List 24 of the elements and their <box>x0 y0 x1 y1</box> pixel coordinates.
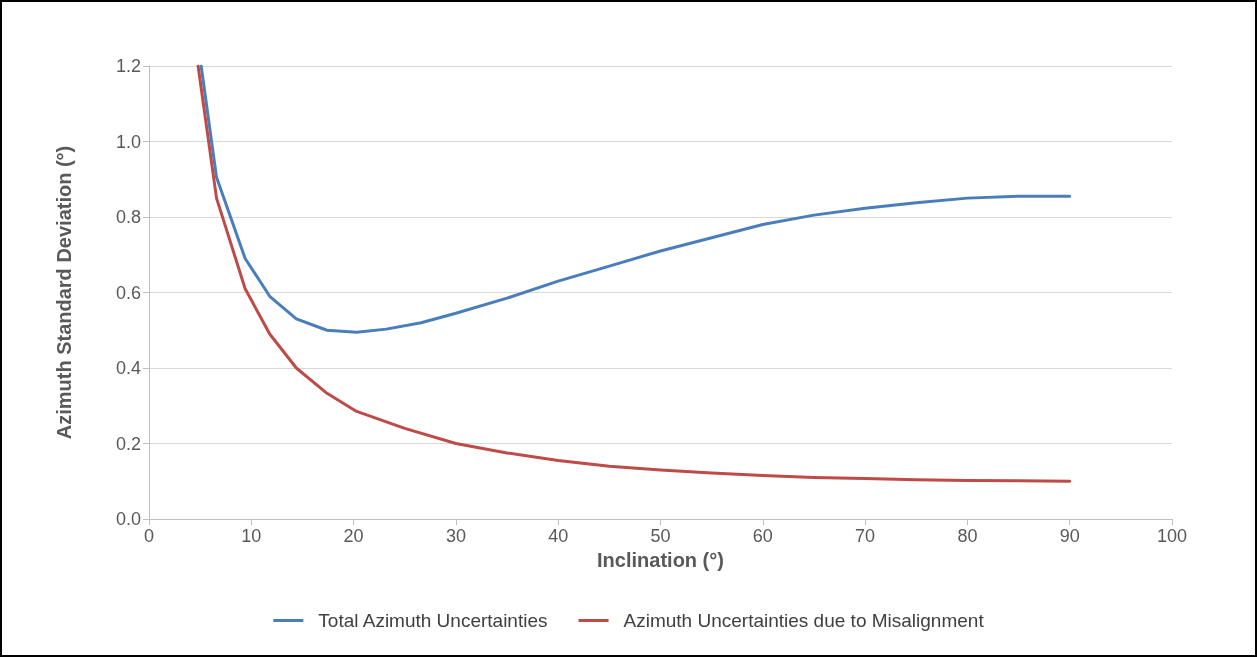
x-tick-label: 10 <box>241 526 262 546</box>
y-tick-label: 0.4 <box>115 358 141 378</box>
y-tick-label: 0.0 <box>115 509 141 529</box>
x-tick-label: 20 <box>343 526 364 546</box>
y-tick-label: 0.8 <box>115 207 141 227</box>
y-tick-label: 1.2 <box>115 56 141 76</box>
x-tick-label: 40 <box>548 526 569 546</box>
y-tick-label: 1.0 <box>115 131 141 152</box>
x-tick-label: 70 <box>855 526 876 546</box>
y-axis-title: Azimuth Standard Deviation (°) <box>53 145 75 440</box>
x-tick-label: 50 <box>650 526 671 546</box>
y-tick-label: 0.2 <box>115 433 141 454</box>
x-tick-label: 0 <box>143 526 155 546</box>
line-series <box>199 64 1072 334</box>
x-tick-label: 60 <box>752 526 773 546</box>
x-tick-label: 30 <box>445 526 466 546</box>
y-tick-label: 0.6 <box>115 282 141 303</box>
x-axis-title: Inclination (°) <box>597 548 724 571</box>
x-tick-label: 90 <box>1059 526 1080 546</box>
x-tick-label: 80 <box>957 526 978 546</box>
legend-label: Azimuth Uncertainties due to Misalignment <box>623 610 985 631</box>
x-tick-label: 100 <box>1156 526 1188 546</box>
line-series <box>196 64 1072 483</box>
legend-label: Total Azimuth Uncertainties <box>318 610 548 631</box>
